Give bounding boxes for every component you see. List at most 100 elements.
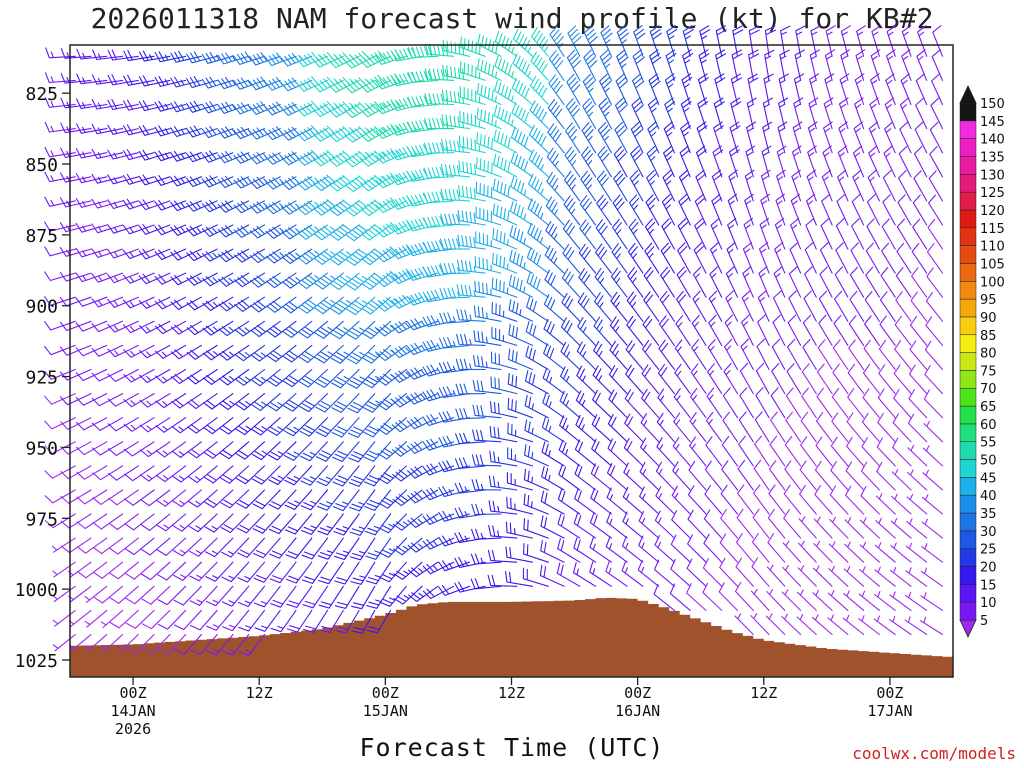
wind-barb	[234, 320, 266, 337]
wind-barb	[91, 148, 124, 160]
wind-barb	[874, 566, 896, 587]
wind-barb	[599, 73, 612, 106]
colorbar-label: 25	[980, 543, 997, 558]
wind-barb	[641, 364, 660, 395]
wind-barb	[328, 125, 360, 143]
colorbar-label: 45	[980, 471, 997, 486]
wind-barb	[138, 50, 171, 62]
x-tick-label: 12Z	[498, 684, 525, 702]
wind-barb	[561, 268, 581, 298]
wind-barb	[375, 99, 407, 115]
wind-barb	[527, 222, 549, 250]
wind-barb	[329, 296, 360, 315]
wind-barb	[653, 559, 675, 587]
wind-barb	[252, 465, 281, 485]
wind-barb	[695, 169, 707, 202]
wind-barb	[750, 588, 770, 611]
wind-barb	[691, 339, 707, 371]
wind-barb	[439, 336, 471, 349]
wind-barb	[913, 145, 928, 178]
wind-barb	[914, 121, 928, 154]
wind-barb	[438, 560, 471, 572]
wind-barb	[201, 175, 234, 188]
wind-barb	[760, 169, 771, 202]
wind-barb	[217, 175, 250, 189]
wind-barb	[751, 557, 770, 587]
wind-barb	[743, 217, 754, 250]
wind-barb	[526, 296, 549, 322]
wind-barb	[864, 291, 880, 322]
wind-barb	[612, 218, 628, 250]
wind-barb	[920, 592, 944, 611]
wind-barb	[344, 101, 376, 119]
wind-barb	[235, 465, 266, 485]
wind-barb	[186, 368, 218, 385]
wind-barb	[676, 266, 691, 298]
wind-barb	[267, 441, 297, 461]
wind-barb	[723, 363, 739, 395]
wind-barb	[559, 366, 581, 395]
wind-barb	[735, 557, 754, 587]
wind-barb	[595, 243, 612, 274]
wind-barb	[457, 209, 486, 226]
wind-barb	[753, 459, 770, 491]
wind-barb	[91, 99, 124, 110]
wind-barb	[780, 25, 791, 57]
wind-barb	[138, 272, 171, 285]
wind-barb	[670, 558, 691, 587]
wind-barb	[529, 75, 549, 106]
wind-barb	[44, 72, 76, 84]
colorbar-swatch	[959, 227, 977, 246]
speed-colorbar: 5 10 15 20 25 30 35 40 45 50 55 60 65 70 75 80 85 90 95 100…	[959, 85, 1005, 638]
wind-barb	[557, 537, 581, 563]
wind-barb	[476, 82, 502, 106]
wind-barb	[348, 441, 376, 463]
wind-barb	[347, 393, 376, 414]
wind-barb	[280, 77, 313, 92]
wind-barb	[59, 393, 92, 406]
wind-barb	[125, 609, 155, 629]
wind-barb	[44, 171, 76, 183]
wind-barb	[312, 101, 344, 118]
wind-barb	[424, 117, 455, 130]
wind-barb	[542, 367, 565, 395]
wind-barb	[775, 193, 786, 226]
colorbar-swatch	[959, 334, 977, 353]
wind-barb	[831, 387, 849, 419]
wind-barb	[91, 417, 124, 431]
source-credit[interactable]: coolwx.com/models	[852, 744, 1016, 763]
wind-barb	[853, 121, 865, 154]
colorbar-label: 140	[980, 133, 1005, 148]
y-tick-label: 850	[25, 155, 58, 176]
wind-barb	[738, 411, 754, 443]
wind-barb	[632, 49, 645, 81]
wind-barb	[301, 513, 329, 535]
wind-barb	[172, 513, 202, 532]
wind-barb	[107, 320, 139, 333]
wind-barb	[406, 416, 439, 430]
wind-barb	[713, 121, 725, 154]
wind-barb	[251, 441, 281, 461]
wind-barb	[123, 441, 155, 457]
wind-barb	[422, 264, 455, 278]
wind-barb	[892, 413, 912, 443]
wind-barb	[931, 49, 944, 81]
wind-barb	[523, 542, 549, 563]
wind-barb	[798, 516, 817, 539]
wind-barb	[60, 513, 92, 529]
wind-barb	[286, 609, 313, 633]
wind-barb	[878, 339, 896, 371]
colorbar-swatch	[959, 477, 977, 496]
wind-barb	[317, 537, 344, 560]
wind-barb	[892, 437, 912, 467]
wind-barb	[424, 93, 455, 106]
wind-barb	[280, 151, 313, 166]
wind-barb	[362, 344, 392, 364]
wind-barb	[376, 344, 407, 362]
wind-barb	[765, 613, 786, 636]
wind-barb	[100, 633, 124, 653]
wind-barb	[236, 513, 266, 534]
wind-barb	[249, 127, 281, 140]
wind-barb	[186, 200, 218, 212]
wind-barb	[680, 121, 691, 154]
